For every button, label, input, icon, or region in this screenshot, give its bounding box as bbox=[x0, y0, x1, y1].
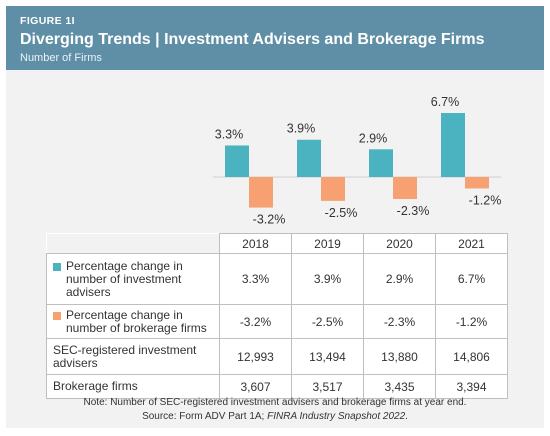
data-label-brokerage-2020: -2.3% bbox=[397, 204, 430, 218]
table-row: SEC-registered investment advisers 12,99… bbox=[46, 338, 508, 375]
data-label-advisers-2018: 3.3% bbox=[215, 127, 244, 141]
bar-brokerage-2018 bbox=[249, 177, 273, 208]
table-cell: -2.5% bbox=[291, 304, 364, 339]
source-text: Source: Form ADV Part 1A; FINRA Industry… bbox=[0, 411, 550, 422]
row-label-text: Percentage change in number of investmen… bbox=[66, 258, 183, 299]
data-table: 2018 2019 2020 2021 Percentage change in… bbox=[46, 233, 508, 399]
chart-panel: 3.3% -3.2% 3.9% -2.5% 2.9% -2.3% 6.7% -1.2% 201… bbox=[6, 70, 544, 428]
row-label-advisers-change: Percentage change in number of investmen… bbox=[46, 253, 220, 305]
column-header-2021: 2021 bbox=[435, 233, 508, 254]
table-row: Percentage change in number of brokerage… bbox=[46, 304, 508, 339]
column-header-2019: 2019 bbox=[291, 233, 364, 254]
table-cell: 13,494 bbox=[291, 338, 364, 375]
data-label-advisers-2021: 6.7% bbox=[431, 95, 460, 109]
figure-label: FIGURE 1I bbox=[20, 15, 75, 27]
table-cell: 3,435 bbox=[363, 374, 436, 399]
bar-advisers-2021 bbox=[441, 113, 465, 177]
table-cell: 6.7% bbox=[435, 253, 508, 305]
table-cell: 14,806 bbox=[435, 338, 508, 375]
table-cell: 12,993 bbox=[219, 338, 292, 375]
source-prefix: Source: Form ADV Part 1A; bbox=[142, 411, 268, 422]
source-italic: FINRA Industry Snapshot 2022 bbox=[267, 411, 406, 422]
data-label-brokerage-2019: -2.5% bbox=[325, 206, 358, 220]
column-header-2018: 2018 bbox=[219, 233, 292, 254]
table-cell: 13,880 bbox=[363, 338, 436, 375]
bar-chart: 3.3% -3.2% 3.9% -2.5% 2.9% -2.3% 6.7% -1.2% bbox=[213, 95, 502, 227]
bar-brokerage-2019 bbox=[321, 177, 345, 201]
figure-header: FIGURE 1I Diverging Trends | Investment … bbox=[6, 6, 544, 70]
note-text: Note: Number of SEC-registered investmen… bbox=[83, 397, 467, 408]
bar-advisers-2020 bbox=[369, 149, 393, 177]
bar-advisers-2019 bbox=[297, 139, 321, 177]
legend-swatch-brokerage bbox=[53, 311, 61, 320]
table-cell: 2.9% bbox=[363, 253, 436, 305]
column-header-2020: 2020 bbox=[363, 233, 436, 254]
table-cell: 3,394 bbox=[435, 374, 508, 399]
row-label-brokerage-count: Brokerage firms bbox=[46, 374, 220, 399]
row-label-brokerage-change: Percentage change in number of brokerage… bbox=[46, 304, 220, 339]
data-label-brokerage-2018: -3.2% bbox=[253, 213, 286, 227]
table-cell: -3.2% bbox=[219, 304, 292, 339]
table-header-row: 2018 2019 2020 2021 bbox=[46, 233, 508, 254]
bar-brokerage-2021 bbox=[465, 177, 489, 189]
bar-brokerage-2020 bbox=[393, 177, 417, 199]
figure-title: Diverging Trends | Investment Advisers a… bbox=[20, 31, 485, 48]
row-label-advisers-count: SEC-registered investment advisers bbox=[46, 338, 220, 375]
table-cell: 3.9% bbox=[291, 253, 364, 305]
table-cell: -2.3% bbox=[363, 304, 436, 339]
table-cell: 3,517 bbox=[291, 374, 364, 399]
row-label-text: Percentage change in number of brokerage… bbox=[66, 307, 207, 335]
table-row: Percentage change in number of investmen… bbox=[46, 253, 508, 305]
table-corner bbox=[46, 233, 220, 254]
data-label-advisers-2020: 2.9% bbox=[359, 131, 388, 145]
data-label-advisers-2019: 3.9% bbox=[287, 122, 316, 136]
legend-swatch-advisers bbox=[53, 262, 61, 271]
table-row: Brokerage firms 3,607 3,517 3,435 3,394 bbox=[46, 374, 508, 399]
source-suffix: . bbox=[405, 411, 408, 422]
table-cell: 3.3% bbox=[219, 253, 292, 305]
data-label-brokerage-2021: -1.2% bbox=[469, 193, 502, 207]
figure-subtitle: Number of Firms bbox=[20, 52, 102, 64]
table-cell: -1.2% bbox=[435, 304, 508, 339]
table-cell: 3,607 bbox=[219, 374, 292, 399]
bar-advisers-2018 bbox=[225, 145, 249, 177]
